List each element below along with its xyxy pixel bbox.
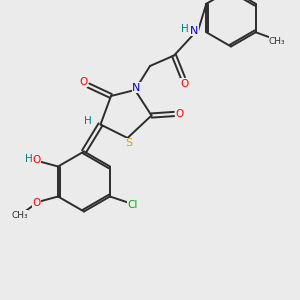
Text: H: H [181, 24, 188, 34]
Text: CH₃: CH₃ [269, 37, 286, 46]
Text: O: O [79, 77, 87, 87]
Text: H: H [84, 116, 92, 127]
Text: O: O [32, 155, 40, 165]
Text: Cl: Cl [127, 200, 138, 210]
Text: O: O [32, 198, 40, 208]
Text: N: N [190, 26, 199, 36]
Text: CH₃: CH₃ [11, 211, 28, 220]
Text: N: N [132, 82, 141, 93]
Text: O: O [176, 109, 184, 119]
Text: H: H [25, 154, 32, 164]
Text: O: O [180, 79, 189, 89]
Text: S: S [125, 138, 133, 148]
